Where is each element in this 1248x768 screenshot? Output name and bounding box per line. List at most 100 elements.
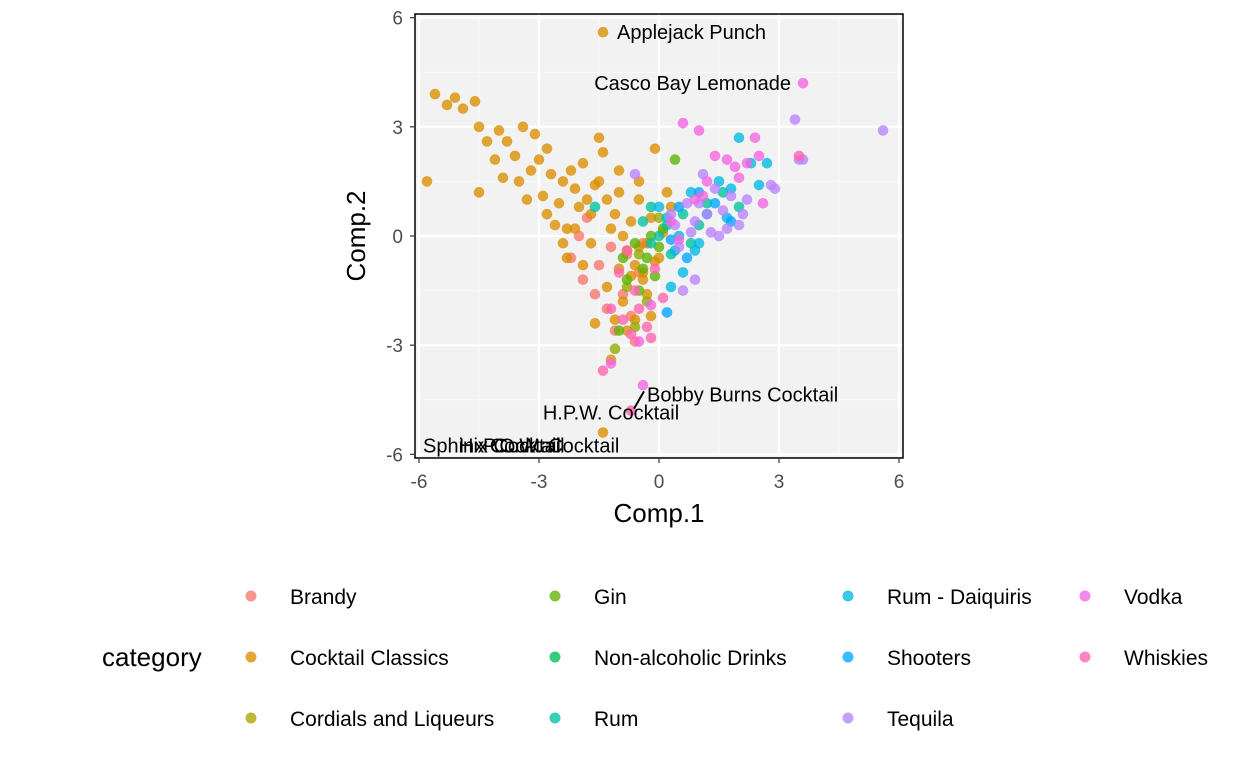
data-point	[549, 219, 561, 231]
data-point	[677, 285, 689, 296]
legend-key	[245, 651, 257, 663]
data-point	[641, 321, 653, 333]
data-point	[689, 216, 701, 227]
data-point	[733, 132, 745, 144]
x-tick-label: 0	[654, 472, 665, 493]
data-point	[657, 292, 669, 304]
data-point	[605, 241, 617, 253]
data-point	[497, 172, 509, 184]
data-point	[613, 165, 625, 176]
data-point	[725, 190, 737, 202]
data-point	[645, 212, 657, 224]
data-point	[645, 201, 657, 213]
data-point	[721, 223, 733, 235]
data-point	[629, 168, 641, 180]
data-point	[613, 325, 625, 336]
data-point	[661, 307, 673, 318]
data-point	[669, 154, 681, 165]
data-point	[553, 197, 565, 209]
legend-key	[842, 590, 854, 602]
data-point	[609, 314, 621, 326]
data-point	[585, 237, 597, 249]
legend-label: Tequila	[887, 708, 954, 731]
data-point	[573, 201, 585, 213]
data-point	[637, 263, 649, 275]
point-annotations: Applejack Punch Casco Bay Lemonade Bobby B…	[423, 22, 838, 457]
legend-label: Whiskies	[1124, 647, 1208, 670]
data-point	[645, 299, 657, 311]
data-point	[665, 201, 677, 213]
data-point	[649, 263, 661, 275]
data-point	[525, 165, 537, 176]
annotation-label: Hix Cocktail	[459, 435, 565, 457]
legend-label: Gin	[594, 586, 627, 609]
data-point	[661, 187, 673, 198]
data-point	[625, 328, 637, 340]
data-point	[617, 314, 629, 326]
data-point	[697, 190, 709, 202]
data-point	[617, 296, 629, 307]
legend-label: Non-alcoholic Drinks	[594, 647, 787, 670]
data-point	[481, 136, 493, 147]
annotation-label: Sphinx Cocktail	[423, 435, 561, 457]
annotation-label: H.P.W. Cocktail	[543, 403, 679, 425]
data-point	[645, 230, 657, 242]
data-point	[673, 241, 685, 253]
data-point	[677, 117, 689, 129]
y-axis-ticks: -6 -3 0 3 6	[386, 9, 415, 466]
legend-key	[245, 590, 257, 602]
data-point	[653, 201, 665, 213]
legend-key	[549, 651, 561, 663]
legend-key	[1079, 651, 1091, 663]
data-point	[521, 194, 533, 205]
data-point	[581, 194, 593, 205]
data-point	[673, 201, 685, 213]
x-tick-label: -6	[411, 472, 428, 493]
data-point	[641, 252, 653, 264]
data-point	[633, 194, 645, 205]
data-point	[701, 208, 713, 220]
data-point	[473, 187, 485, 198]
data-point	[701, 176, 713, 187]
data-point	[509, 150, 521, 162]
legend-label: Rum	[594, 708, 638, 731]
data-point	[613, 187, 625, 198]
data-point	[613, 267, 625, 278]
annotation-label: Bobby Burns Cocktail	[647, 384, 838, 406]
data-point	[645, 237, 657, 249]
data-point	[633, 303, 645, 315]
legend-label: Brandy	[290, 586, 357, 609]
data-point	[493, 125, 505, 136]
x-tick-label: 3	[774, 472, 785, 493]
data-point	[629, 259, 641, 271]
data-point	[529, 128, 541, 140]
data-point	[693, 125, 705, 136]
y-tick-label: -6	[386, 445, 403, 466]
data-point	[649, 143, 661, 154]
data-point	[649, 270, 661, 282]
data-point	[429, 88, 441, 100]
data-point	[421, 176, 433, 187]
data-point	[565, 165, 577, 176]
data-point	[733, 219, 745, 231]
data-point	[665, 234, 677, 245]
data-point	[641, 288, 653, 300]
data-point	[793, 150, 805, 162]
data-point	[597, 427, 609, 438]
annotation-label: P.C.W. Cocktail	[483, 435, 619, 457]
y-tick-label: -3	[386, 336, 403, 357]
data-point	[541, 143, 553, 154]
legend-label: Shooters	[887, 647, 971, 670]
data-point	[741, 157, 753, 169]
data-point	[617, 230, 629, 242]
data-point	[665, 216, 677, 227]
data-point	[689, 194, 701, 205]
data-point	[601, 194, 613, 205]
data-point	[513, 176, 525, 187]
data-point	[621, 245, 633, 256]
data-point	[537, 190, 549, 202]
data-point	[501, 136, 513, 147]
data-point	[557, 237, 569, 249]
data-point	[469, 96, 481, 107]
legend-label: Cocktail Classics	[290, 647, 449, 670]
